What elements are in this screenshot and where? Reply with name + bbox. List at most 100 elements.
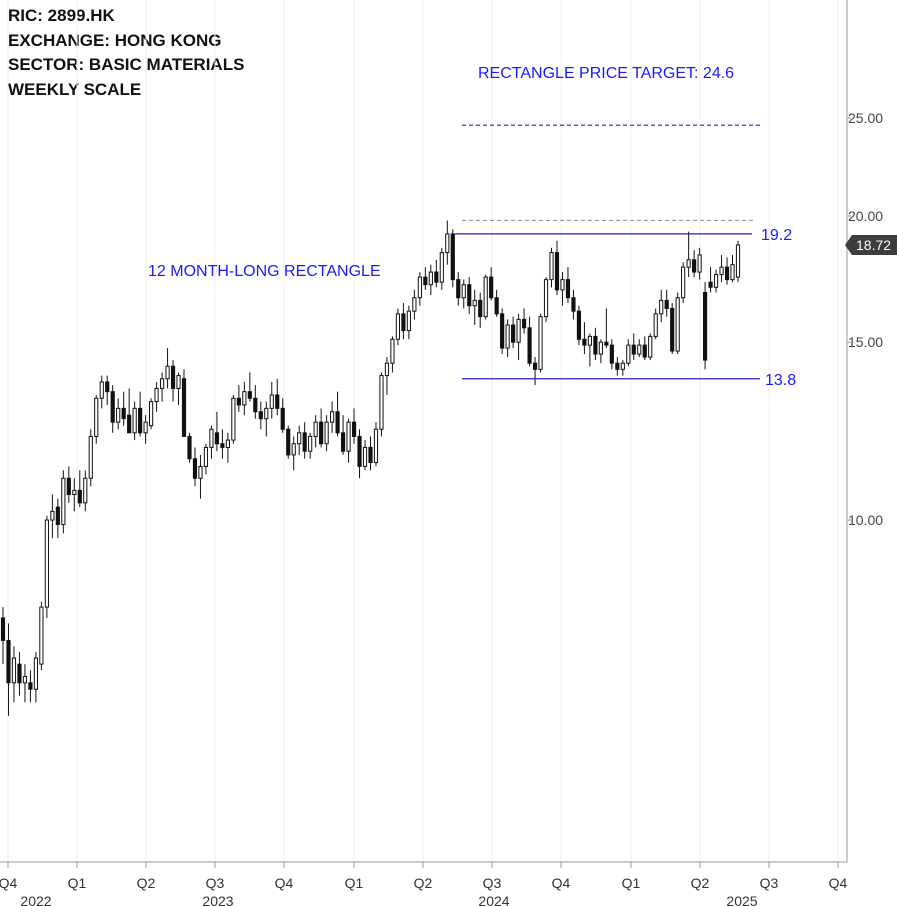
candle-body-up [406,310,411,332]
y-tick-label: 25.00 [848,110,883,126]
candle-body-up [719,266,724,276]
candlestick-series [0,220,741,716]
candle-body-down [77,489,82,504]
candle-body-up [165,365,170,380]
candle-body-up [653,313,658,337]
candle-body-down [670,307,675,352]
candle-body-down [604,341,609,346]
x-quarter-label: Q3 [206,875,225,891]
candle-body-up [225,439,230,448]
candle-body-up [88,435,93,479]
y-tick-label: 20.00 [848,208,883,224]
candle-body-down [478,299,483,318]
candle-body-up [269,394,274,409]
candle-body-down [105,381,110,393]
candle-body-up [291,443,296,456]
candle-body-up [154,387,159,403]
candle-body-down [138,407,143,434]
candle-body-down [319,421,324,445]
candle-body-down [554,252,560,291]
candle-body-down [565,279,571,299]
candle-body-up [330,411,335,423]
candle-body-up [439,252,444,283]
candle-body-down [368,446,373,464]
candle-body-up [44,519,49,608]
candle-body-up [395,313,401,340]
price-target-label: RECTANGLE PRICE TARGET: 24.6 [478,65,734,82]
candle-body-up [83,477,88,504]
candle-body-down [286,428,291,456]
candle-body-down [494,297,499,315]
candle-body-down [335,411,340,434]
candle-body-up [99,381,104,399]
candle-body-up [159,378,165,389]
x-year-label: 2023 [202,893,233,906]
candle-body-down [253,397,258,413]
candle-body-down [708,281,713,288]
candle-body-up [50,510,55,521]
candle-body-up [132,407,137,434]
chart-grid [7,0,839,862]
candle-body-up [264,407,269,420]
candle-body-down [220,443,225,448]
candle-body-up [33,657,39,690]
candle-body-up [149,401,154,427]
candle-body-down [55,506,60,525]
exchange-label: EXCHANGE: HONG KONG [8,30,222,50]
x-quarter-label: Q1 [622,875,641,891]
candle-body-up [637,344,642,355]
candle-body-down [357,435,362,467]
x-quarter-label: Q1 [68,875,87,891]
candle-body-up [697,254,702,273]
candle-body-up [483,276,488,318]
candle-body-up [209,428,214,448]
candle-body-down [66,477,71,495]
candle-body-up [22,675,28,684]
candle-body-down [511,324,516,343]
candle-body-up [461,284,466,299]
x-year-label: 2024 [478,893,509,906]
candle-body-up [686,259,691,268]
candle-body-up [543,279,549,318]
candle-body-up [176,375,181,389]
candle-body-down [615,362,620,370]
candle-body-up [324,421,329,445]
candle-body-down [247,391,252,399]
candle-body-up [648,335,653,358]
candle-body-up [626,344,631,364]
candle-body-down [664,299,669,309]
candle-body-up [472,299,477,307]
pattern-label: 12 MONTH-LONG RECTANGLE [148,263,381,280]
candle-body-down [351,421,357,437]
candle-body-down [236,397,241,406]
last-price-label: 18.72 [856,237,891,253]
candle-body-down [434,271,439,283]
scale-label: WEEKLY SCALE [8,79,142,99]
y-tick-label: 10.00 [848,512,883,528]
candle-body-up [735,244,741,278]
candle-body-up [198,465,203,479]
candle-body-down [692,259,697,273]
candle-body-down [6,639,11,684]
candle-body-down [593,335,598,355]
candle-body-up [39,606,44,665]
candle-body-up [659,299,664,315]
x-quarter-label: Q4 [552,875,571,891]
candle-body-down [642,344,647,358]
candle-body-up [516,318,521,343]
candle-body-up [72,489,77,495]
candle-body-down [609,344,614,364]
candle-body-up [412,297,417,312]
x-quarter-label: Q2 [137,875,156,891]
candle-body-down [527,327,532,364]
candle-body-down [532,362,538,370]
x-quarter-label: Q4 [829,875,848,891]
x-year-label: 2022 [20,893,51,906]
candle-body-down [17,663,22,684]
candle-body-down [170,365,176,389]
candle-body-up [538,316,543,370]
x-quarter-label: Q1 [345,875,364,891]
candle-body-up [390,338,395,364]
candle-body-down [450,233,455,281]
